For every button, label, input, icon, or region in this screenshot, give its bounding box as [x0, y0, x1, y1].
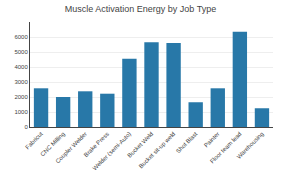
- svg-text:Bucket Weld: Bucket Weld: [126, 131, 154, 159]
- svg-text:Floor team lead: Floor team lead: [209, 131, 243, 165]
- svg-text:Shot Blast: Shot Blast: [175, 131, 199, 155]
- svg-text:5000: 5000: [14, 49, 28, 55]
- svg-text:4000: 4000: [14, 64, 28, 70]
- svg-text:2000: 2000: [14, 94, 28, 100]
- svg-text:3000: 3000: [14, 79, 28, 85]
- svg-text:Bucket sit-up weld: Bucket sit-up weld: [138, 131, 177, 170]
- svg-text:CNC Milling: CNC Milling: [39, 131, 66, 158]
- svg-text:1000: 1000: [14, 109, 28, 115]
- svg-text:Painter: Painter: [203, 131, 221, 149]
- svg-text:Coupler Welder: Coupler Welder: [54, 131, 88, 165]
- svg-text:Fabricut: Fabricut: [24, 131, 44, 151]
- svg-text:Warehousing: Warehousing: [236, 131, 265, 160]
- svg-text:6000: 6000: [14, 34, 28, 40]
- svg-text:Welder (semi-Auto): Welder (semi-Auto): [92, 131, 133, 172]
- svg-text:Muscle Activation Energy by Jo: Muscle Activation Energy by Job Type: [65, 4, 216, 14]
- svg-text:0: 0: [24, 124, 28, 130]
- svg-text:Brake Press: Brake Press: [83, 131, 110, 158]
